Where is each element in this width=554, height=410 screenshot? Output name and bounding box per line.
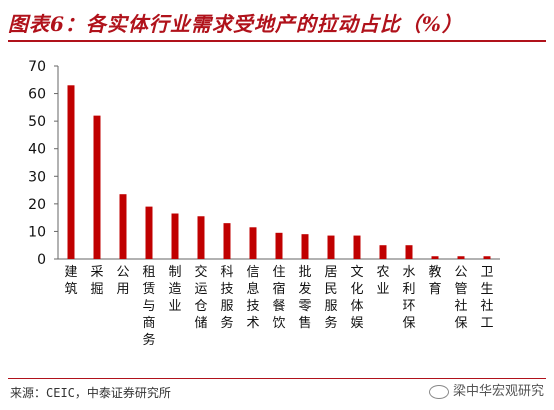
bar-14 bbox=[431, 256, 439, 259]
x-category-label: 批发零售 bbox=[298, 265, 311, 331]
source-divider bbox=[8, 378, 546, 379]
bars bbox=[67, 85, 491, 259]
bar-2 bbox=[119, 194, 127, 259]
x-axis-labels: 建筑采掘公用租赁与商务制造业交运仓储科技服务信息技术住宿餐饮批发零售居民服务文化… bbox=[64, 264, 493, 348]
bar-5 bbox=[197, 216, 205, 259]
bar-6 bbox=[223, 223, 231, 259]
x-category-label: 信息技术 bbox=[246, 265, 259, 331]
bar-16 bbox=[483, 256, 491, 259]
x-category-label: 交运仓储 bbox=[194, 264, 207, 331]
bar-10 bbox=[327, 235, 335, 259]
watermark: 梁中华宏观研究 bbox=[428, 380, 544, 399]
x-category-label: 建筑 bbox=[64, 265, 77, 297]
bar-7 bbox=[249, 227, 257, 259]
title-row: 图表6：各实体行业需求受地产的拉动占比（%） bbox=[8, 4, 548, 38]
x-category-label: 水利环保 bbox=[402, 265, 415, 331]
y-tick-label: 20 bbox=[28, 197, 46, 213]
figure-title: 图表6：各实体行业需求受地产的拉动占比（%） bbox=[8, 12, 463, 36]
y-tick-label: 60 bbox=[28, 87, 46, 103]
x-category-label: 公管社保 bbox=[454, 265, 467, 331]
bar-chart: 0 10 20 30 40 50 60 70 建筑采掘公用租赁与商务制造业交运仓储科技服务信息… bbox=[28, 59, 500, 348]
x-category-label: 租赁与商务 bbox=[142, 265, 155, 348]
x-category-label: 教育 bbox=[428, 264, 441, 297]
y-tick-label: 70 bbox=[28, 59, 46, 75]
bar-11 bbox=[353, 235, 361, 259]
x-category-label: 采掘 bbox=[90, 265, 103, 297]
bar-4 bbox=[171, 213, 179, 259]
bar-0 bbox=[67, 85, 75, 259]
bar-3 bbox=[145, 206, 153, 259]
y-tick-label: 10 bbox=[28, 224, 46, 240]
bar-13 bbox=[405, 245, 413, 259]
x-category-label: 文化体娱 bbox=[350, 265, 363, 331]
x-category-label: 卫生社工 bbox=[480, 265, 493, 331]
watermark-text: 梁中华宏观研究 bbox=[452, 384, 544, 399]
x-category-label: 住宿餐饮 bbox=[272, 265, 285, 331]
x-category-label: 科技服务 bbox=[220, 265, 233, 331]
title-divider bbox=[8, 40, 546, 42]
x-category-label: 居民服务 bbox=[324, 265, 337, 331]
x-category-label: 农业 bbox=[376, 265, 389, 297]
y-tick-label: 0 bbox=[37, 252, 46, 268]
y-axis: 0 10 20 30 40 50 60 70 bbox=[28, 59, 500, 268]
wechat-icon bbox=[428, 384, 449, 399]
y-tick-label: 50 bbox=[28, 114, 46, 130]
source-note: 来源：CEIC，中泰证券研究所 bbox=[10, 386, 171, 400]
bar-12 bbox=[379, 245, 387, 259]
bar-1 bbox=[93, 115, 101, 259]
bar-15 bbox=[457, 256, 465, 259]
x-category-label: 公用 bbox=[116, 265, 129, 297]
x-category-label: 制造业 bbox=[168, 265, 181, 314]
y-tick-label: 30 bbox=[28, 169, 46, 185]
bar-9 bbox=[301, 234, 309, 259]
bar-8 bbox=[275, 232, 283, 259]
y-tick-label: 40 bbox=[28, 142, 46, 158]
